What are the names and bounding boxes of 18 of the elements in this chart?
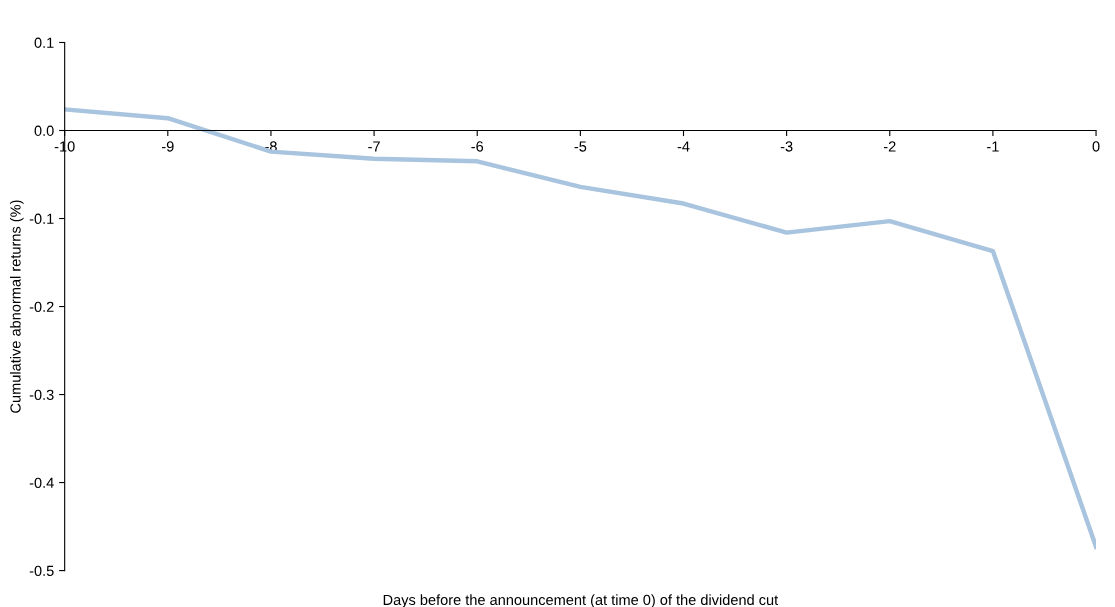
x-tick-label: 0: [1092, 141, 1100, 152]
x-tick-label: -5: [574, 141, 587, 152]
x-tick-label: -4: [677, 141, 690, 152]
x-tick-label: -6: [471, 141, 484, 152]
y-tick-label: -0.2: [29, 301, 54, 312]
x-tick-label: -7: [368, 141, 380, 152]
y-tick-label: 0.0: [34, 125, 54, 136]
y-tick-label: -0.5: [29, 565, 54, 577]
x-tick-label: -1: [987, 141, 999, 152]
y-tick-label: -0.1: [29, 213, 54, 224]
y-tick-label: -0.3: [29, 389, 54, 400]
y-tick-label: 0.1: [34, 37, 54, 48]
x-tick-label: -9: [161, 141, 174, 152]
x-tick-label: -2: [883, 141, 896, 152]
x-tick-label: -3: [780, 141, 793, 152]
x-axis-title: Days before the announcement (at time 0) of the dividend cut: [383, 594, 779, 607]
y-axis-title: Cumulative abnormal returns (%): [9, 200, 24, 413]
y-tick-label: -0.4: [29, 477, 54, 488]
